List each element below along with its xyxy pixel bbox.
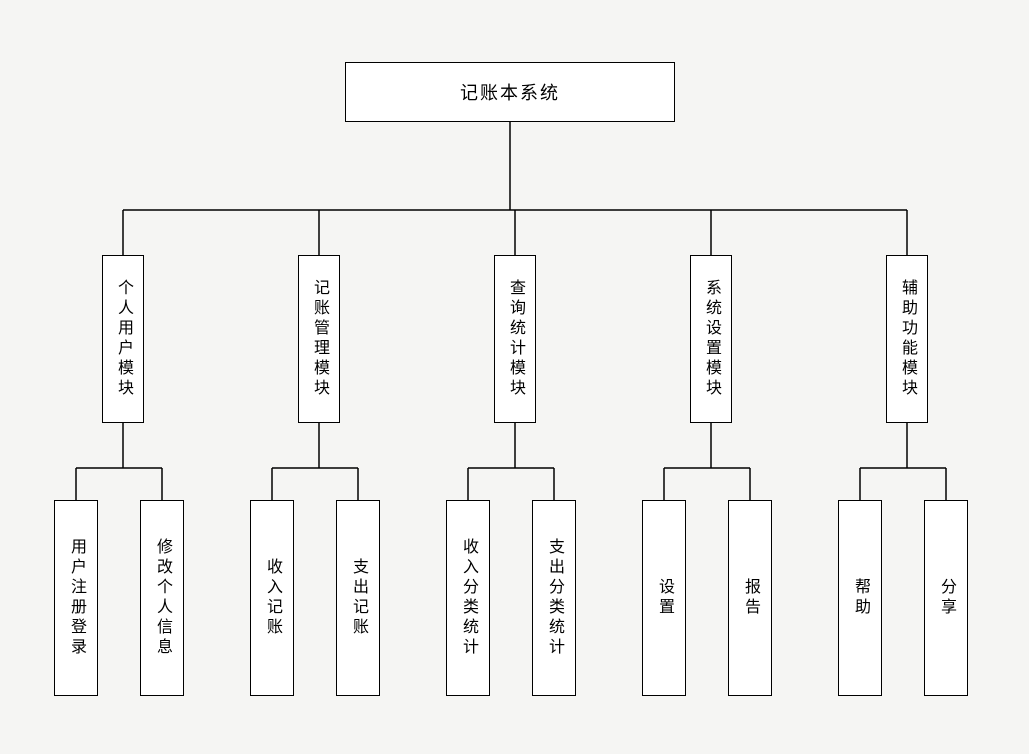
leaf-node-4-0: 帮助	[838, 500, 882, 696]
leaf-node-2-0: 收入分类统计	[446, 500, 490, 696]
leaf-node-2-0-label: 收入分类统计	[456, 538, 480, 658]
leaf-node-1-1-label: 支出记账	[346, 558, 370, 638]
leaf-node-4-0-label: 帮助	[848, 578, 872, 618]
leaf-node-4-1: 分享	[924, 500, 968, 696]
leaf-node-3-0-label: 设置	[652, 578, 676, 618]
leaf-node-0-1-label: 修改个人信息	[150, 538, 174, 658]
module-node-1-label: 记账管理模块	[307, 279, 331, 399]
module-node-4: 辅助功能模块	[886, 255, 928, 423]
module-node-3: 系统设置模块	[690, 255, 732, 423]
root-node: 记账本系统	[345, 62, 675, 122]
leaf-node-0-1: 修改个人信息	[140, 500, 184, 696]
module-node-0-label: 个人用户模块	[111, 279, 135, 399]
leaf-node-3-1: 报告	[728, 500, 772, 696]
leaf-node-1-1: 支出记账	[336, 500, 380, 696]
module-node-3-label: 系统设置模块	[699, 279, 723, 399]
module-node-1: 记账管理模块	[298, 255, 340, 423]
leaf-node-3-0: 设置	[642, 500, 686, 696]
leaf-node-0-0-label: 用户注册登录	[64, 538, 88, 658]
module-node-0: 个人用户模块	[102, 255, 144, 423]
module-node-2-label: 查询统计模块	[503, 279, 527, 399]
root-node-label: 记账本系统	[460, 79, 560, 105]
leaf-node-4-1-label: 分享	[934, 578, 958, 618]
leaf-node-2-1: 支出分类统计	[532, 500, 576, 696]
module-node-4-label: 辅助功能模块	[895, 279, 919, 399]
leaf-node-2-1-label: 支出分类统计	[542, 538, 566, 658]
leaf-node-1-0: 收入记账	[250, 500, 294, 696]
module-node-2: 查询统计模块	[494, 255, 536, 423]
leaf-node-0-0: 用户注册登录	[54, 500, 98, 696]
leaf-node-1-0-label: 收入记账	[260, 558, 284, 638]
leaf-node-3-1-label: 报告	[738, 578, 762, 618]
